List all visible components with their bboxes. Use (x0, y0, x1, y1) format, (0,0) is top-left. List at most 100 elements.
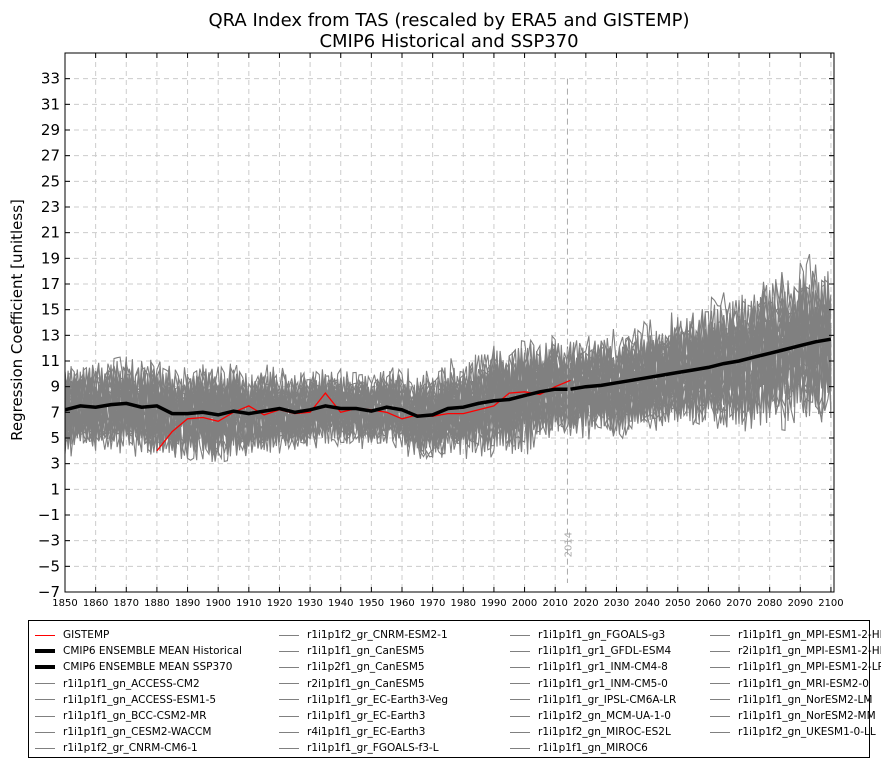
legend-entry: r1i1p1f1_gr_IPSL-CM6A-LR (510, 692, 676, 708)
legend-entry: r1i1p1f1_gr_EC-Earth3 (279, 708, 448, 724)
y-tick-label: 29 (41, 121, 60, 139)
y-tick-label: 9 (50, 378, 60, 396)
legend-entry: r2i1p1f1_gn_MPI-ESM1-2-HR (710, 643, 881, 659)
legend-entry: r1i1p1f1_gn_MPI-ESM1-2-LR (710, 659, 881, 675)
axis-ticks: 1850 1860 1870 1880 1890 1900 1910 1920 1930 1940… (38, 53, 844, 609)
legend-entry: r1i1p1f2_gr_CNRM-CM6-1 (35, 740, 242, 756)
legend-label: r1i1p1f1_gn_ACCESS-ESM1-5 (63, 693, 217, 706)
legend-swatch (279, 747, 299, 749)
y-tick-label: −3 (38, 532, 60, 550)
legend-entry: GISTEMP (35, 627, 242, 643)
legend-entry: r1i1p2f1_gn_CanESM5 (279, 659, 448, 675)
legend-label: r4i1p1f1_gr_EC-Earth3 (307, 726, 426, 739)
legend-label: r1i1p1f1_gn_MPI-ESM1-2-HR (738, 629, 881, 642)
legend-swatch (279, 634, 299, 636)
legend-label: r1i1p1f1_gn_FGOALS-g3 (538, 629, 666, 642)
y-tick-label: 33 (41, 70, 60, 88)
y-tick-label: 11 (41, 352, 60, 370)
legend-label: r1i1p1f1_gn_MPI-ESM1-2-LR (738, 661, 881, 674)
x-tick-label: 1910 (236, 598, 261, 609)
legend-swatch (35, 699, 55, 701)
legend-swatch (710, 699, 730, 701)
legend-entry: r1i1p1f1_gn_MIROC6 (510, 740, 676, 756)
legend-entry: r1i1p1f1_gn_CESM2-WACCM (35, 724, 242, 740)
ensemble-historical-line (64, 387, 568, 418)
legend-column: r1i1p1f1_gn_FGOALS-g3 r1i1p1f1_gr1_GFDL-E… (510, 627, 676, 757)
legend-entry: r1i1p1f1_gn_CanESM5 (279, 643, 448, 659)
legend-swatch (710, 650, 730, 652)
legend-entry: r1i1p1f2_gn_MCM-UA-1-0 (510, 708, 676, 724)
legend-swatch (510, 683, 530, 685)
legend-entry: r1i1p1f1_gr1_INM-CM5-0 (510, 676, 676, 692)
legend-swatch (710, 666, 730, 668)
legend-label: r1i1p2f1_gn_CanESM5 (307, 661, 425, 674)
x-tick-label: 2020 (573, 598, 598, 609)
legend-label: r1i1p1f1_gn_CESM2-WACCM (63, 726, 212, 739)
legend-swatch (510, 699, 530, 701)
legend-entry: CMIP6 ENSEMBLE MEAN Historical (35, 643, 242, 659)
y-tick-label: −5 (38, 557, 60, 575)
legend-label: r1i1p1f1_gn_CanESM5 (307, 645, 425, 658)
x-tick-label: 2060 (696, 598, 721, 609)
legend-label: r1i1p1f1_gn_BCC-CSM2-MR (63, 710, 207, 723)
legend-entry: r1i1p1f1_gn_MPI-ESM1-2-HR (710, 627, 881, 643)
x-tick-label: 1960 (389, 598, 414, 609)
legend-swatch (510, 650, 530, 652)
legend-label: r1i1p1f1_gn_MRI-ESM2-0 (738, 677, 869, 690)
legend-label: r1i1p1f1_gr_EC-Earth3 (307, 710, 426, 723)
x-tick-label: 1900 (205, 598, 230, 609)
y-tick-label: 7 (50, 403, 60, 421)
legend-entry: r1i1p1f1_gr1_GFDL-ESM4 (510, 643, 676, 659)
legend-swatch (510, 634, 530, 636)
legend-swatch (279, 699, 299, 701)
chart-subtitle: CMIP6 Historical and SSP370 (319, 31, 578, 52)
ensemble-ssp370-line (570, 337, 832, 391)
chart-title: QRA Index from TAS (rescaled by ERA5 and… (208, 10, 689, 31)
legend-swatch (279, 666, 299, 668)
legend-entry: r1i1p1f1_gr_FGOALS-f3-L (279, 740, 448, 756)
legend-label: r1i1p1f1_gr_FGOALS-f3-L (307, 742, 439, 755)
y-tick-label: 27 (41, 147, 60, 165)
legend-entry: r2i1p1f1_gn_CanESM5 (279, 676, 448, 692)
legend-label: CMIP6 ENSEMBLE MEAN Historical (63, 645, 242, 658)
x-tick-label: 1920 (267, 598, 292, 609)
y-tick-label: 31 (41, 95, 60, 113)
x-tick-label: 1850 (52, 598, 77, 609)
legend-label: r1i1p1f1_gr_EC-Earth3-Veg (307, 693, 449, 706)
legend-column: r1i1p1f1_gn_MPI-ESM1-2-HR r2i1p1f1_gn_MPI… (710, 627, 881, 740)
legend-entry: r1i1p1f2_gn_UKESM1-0-LL (710, 724, 881, 740)
x-tick-label: 2030 (604, 598, 629, 609)
legend-entry: r1i1p1f1_gn_NorESM2-LM (710, 692, 881, 708)
y-tick-label: 19 (41, 249, 60, 267)
legend-swatch (35, 665, 55, 670)
x-tick-label: 1980 (451, 598, 476, 609)
legend-label: r1i1p1f2_gn_MIROC-ES2L (538, 726, 671, 739)
x-tick-label: 2050 (665, 598, 690, 609)
x-tick-label: 1990 (481, 598, 506, 609)
legend-swatch (279, 715, 299, 717)
model-runs (64, 254, 832, 463)
chart: QRA Index from TAS (rescaled by ERA5 and… (8, 10, 844, 609)
legend-label: r2i1p1f1_gn_MPI-ESM1-2-HR (738, 645, 881, 658)
y-tick-label: 23 (41, 198, 60, 216)
reference-line: 2014 (563, 78, 574, 584)
y-tick-label: 5 (50, 429, 60, 447)
x-tick-label: 1950 (359, 598, 384, 609)
x-tick-label: 2090 (788, 598, 813, 609)
legend-swatch (710, 731, 730, 733)
x-tick-label: 2000 (512, 598, 537, 609)
x-tick-label: 1880 (144, 598, 169, 609)
legend-swatch (510, 747, 530, 749)
legend-swatch (510, 731, 530, 733)
x-tick-label: 1930 (297, 598, 322, 609)
legend-label: r1i1p1f1_gn_ACCESS-CM2 (63, 677, 200, 690)
legend-label: r1i1p1f1_gn_NorESM2-MM (738, 710, 876, 723)
legend-label: r1i1p1f1_gr1_INM-CM4-8 (538, 661, 668, 674)
legend-swatch (510, 666, 530, 668)
legend-swatch (35, 731, 55, 733)
legend-entry: r1i1p1f2_gr_CNRM-ESM2-1 (279, 627, 448, 643)
legend-swatch (35, 634, 55, 636)
legend-swatch (710, 715, 730, 717)
legend-swatch (510, 715, 530, 717)
y-tick-label: 17 (41, 275, 60, 293)
